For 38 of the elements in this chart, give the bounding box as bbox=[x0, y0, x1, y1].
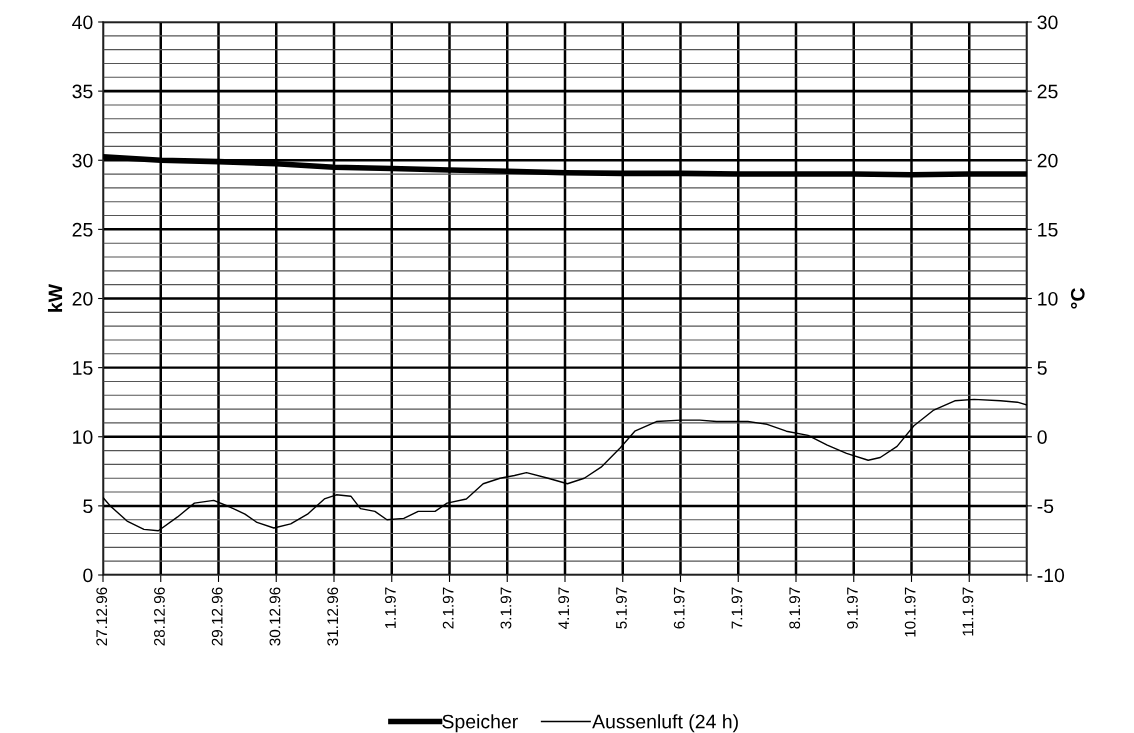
x-tick-label: 28.12.96 bbox=[154, 587, 165, 646]
x-tick-label: 4.1.97 bbox=[558, 587, 570, 629]
x-tick-label: 10.1.97 bbox=[904, 587, 916, 637]
x-tick-label: 1.1.97 bbox=[385, 587, 396, 629]
y-tick-label: 5 bbox=[83, 499, 93, 514]
y-tick-label: 15 bbox=[73, 361, 93, 375]
y2-tick-label: 25 bbox=[1037, 84, 1058, 99]
x-tick-label: 8.1.97 bbox=[789, 587, 801, 629]
x-tick-label: 7.1.97 bbox=[731, 587, 743, 629]
y2-tick-label: 10 bbox=[1038, 291, 1058, 306]
y-tick-label: 0 bbox=[83, 568, 93, 583]
y2-tick-label: -5 bbox=[1037, 499, 1054, 514]
y2-tick-label: -10 bbox=[1037, 568, 1065, 583]
legend-label: Speicher bbox=[442, 714, 518, 733]
y2-tick-label: 15 bbox=[1038, 223, 1058, 237]
x-tick-label: 27.12.96 bbox=[96, 587, 108, 646]
y-tick-label: 10 bbox=[73, 430, 93, 444]
x-tick-label: 30.12.96 bbox=[269, 587, 281, 646]
y-axis-title: kW bbox=[47, 283, 63, 312]
x-tick-label: 29.12.96 bbox=[211, 587, 223, 646]
x-tick-label: 11.1.97 bbox=[962, 587, 974, 636]
y-tick-label: 30 bbox=[72, 153, 93, 168]
x-tick-label: 5.1.97 bbox=[616, 587, 627, 629]
y2-tick-label: 30 bbox=[1037, 15, 1058, 30]
y-tick-label: 20 bbox=[72, 291, 93, 306]
x-tick-label: 6.1.97 bbox=[673, 587, 685, 629]
y2-tick-label: 20 bbox=[1037, 153, 1058, 168]
y-tick-label: 40 bbox=[72, 15, 93, 30]
x-tick-label: 31.12.96 bbox=[327, 587, 339, 646]
y2-tick-label: 5 bbox=[1037, 361, 1047, 375]
legend-label: Aussenluft (24 h) bbox=[592, 714, 738, 733]
x-tick-label: 2.1.97 bbox=[442, 587, 454, 629]
y2-tick-label: 0 bbox=[1037, 430, 1047, 444]
y-tick-label: 25 bbox=[72, 222, 93, 237]
y-tick-label: 35 bbox=[72, 84, 93, 99]
y2-axis-title: °C bbox=[1070, 288, 1085, 309]
x-tick-label: 3.1.97 bbox=[500, 587, 512, 629]
x-tick-label: 9.1.97 bbox=[847, 587, 858, 629]
